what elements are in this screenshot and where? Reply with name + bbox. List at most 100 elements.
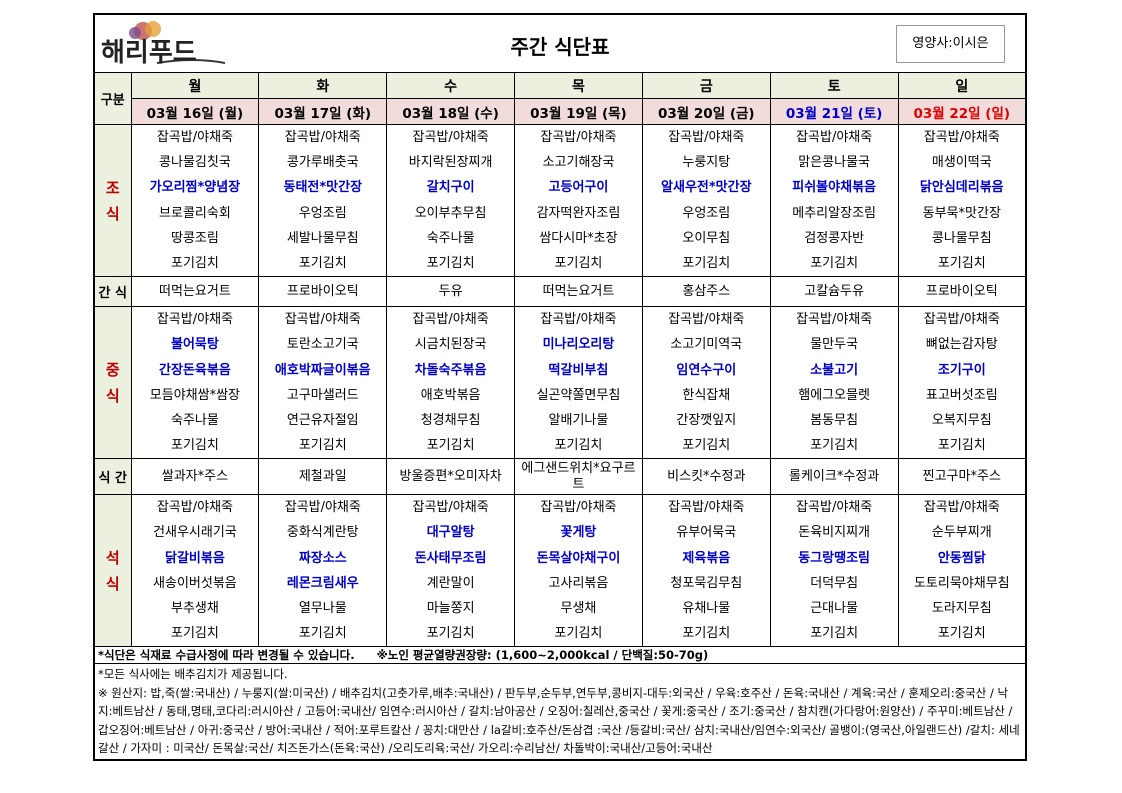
menu-item: 잡곡밥/야채죽 bbox=[412, 130, 489, 145]
menu-cell: 찐고구마*주스 bbox=[897, 458, 1027, 496]
menu-item: 소불고기 bbox=[810, 362, 859, 378]
day-date: 03월 17일 (화) bbox=[258, 98, 388, 125]
menu-item: 포기김치 bbox=[810, 626, 859, 642]
section-label: 간 식 bbox=[93, 276, 132, 308]
note-kimchi: *모든 식사에는 배추김치가 제공됩니다. bbox=[98, 667, 288, 682]
menu-item: 도라지무침 bbox=[931, 601, 992, 616]
menu-item: 건새우시래기국 bbox=[153, 525, 237, 541]
menu-item: 안동찜닭 bbox=[937, 550, 986, 566]
menu-item: 포기김치 bbox=[937, 438, 986, 454]
menu-item: 뼈없는감자탕 bbox=[925, 337, 998, 353]
menu-item: 포기김치 bbox=[426, 626, 475, 642]
menu-item: 잡곡밥/야채죽 bbox=[796, 500, 873, 516]
day-date: 03월 18일 (수) bbox=[386, 98, 516, 125]
menu-item: 불어묵탕 bbox=[171, 337, 219, 353]
notes-row: *식단은 식재료 수급사정에 따라 변경될 수 있습니다. ※노인 평균열량권장량… bbox=[93, 646, 1027, 665]
section-row: 석 식 잡곡밥/야채죽 건새우시래기국 닭갈비볶음 새송이버섯볶음 부추생채 포기김치 잡곡밥… bbox=[93, 494, 1027, 648]
menu-item: 포기김치 bbox=[426, 438, 475, 454]
menu-item: 쌀과자*주스 bbox=[161, 468, 229, 484]
section-row: 간 식 떠먹는요거트 프로바이오틱 두유 떠먹는요거트 홍삼주스 고칼슘두유 프로바이오틱 bbox=[93, 276, 1027, 308]
menu-item: 한식잡채 bbox=[682, 387, 731, 403]
menu-item: 돈목살야채구이 bbox=[536, 550, 621, 566]
menu-item: 숙주나물 bbox=[171, 412, 219, 428]
menu-cell: 잡곡밥/야채죽 소고기해장국 고등어구이 감자떡완자조림 쌈다시마*초장 포기김치 bbox=[514, 123, 643, 278]
day-date: 03월 19일 (목) bbox=[514, 98, 643, 125]
menu-item: 표고버섯조림 bbox=[925, 387, 998, 403]
menu-item: 소고기해장국 bbox=[542, 155, 615, 171]
menu-item: 제육볶음 bbox=[682, 550, 731, 566]
menu-item: 잡곡밥/야채죽 bbox=[156, 312, 233, 328]
menu-item: 동부묵*맛간장 bbox=[922, 205, 1001, 221]
notes-row: *모든 식사에는 배추김치가 제공됩니다. ※ 원산지: 밥,죽(쌀:국내산) /… bbox=[93, 663, 1027, 761]
section-label: 석 식 bbox=[93, 494, 132, 648]
menu-cell: 잡곡밥/야채죽 뼈없는감자탕 조기구이 표고버섯조림 오복지무침 포기김치 bbox=[897, 306, 1027, 460]
section-row: 식 간 쌀과자*주스 제철과일 방울증편*오미자차 에그샌드위치*요구르트 비스킷*수정과… bbox=[93, 458, 1027, 496]
title: 주간 식단표 bbox=[510, 35, 610, 59]
menu-item: 두유 bbox=[438, 283, 463, 299]
notes-cell: *모든 식사에는 배추김치가 제공됩니다. ※ 원산지: 밥,죽(쌀:국내산) /… bbox=[93, 663, 1027, 761]
menu-item: 유채나물 bbox=[682, 601, 731, 616]
menu-item: 잡곡밥/야채죽 bbox=[284, 130, 361, 145]
menu-item: 오복지무침 bbox=[931, 412, 992, 428]
menu-cell: 잡곡밥/야채죽 콩가루배춧국 동태전*맛간장 우엉조림 세발나물무침 포기김치 bbox=[258, 123, 388, 278]
menu-cell: 잡곡밥/야채죽 매생이떡국 닭안심데리볶음 동부묵*맛간장 콩나물무침 포기김치 bbox=[897, 123, 1027, 278]
menu-item: 무생채 bbox=[560, 601, 597, 616]
menu-item: 새송이버섯볶음 bbox=[153, 575, 237, 591]
menu-cell: 방울증편*오미자차 bbox=[386, 458, 516, 496]
menu-item: 프로바이오틱 bbox=[925, 283, 998, 299]
menu-item: 잡곡밥/야채죽 bbox=[668, 130, 745, 145]
menu-item: 고등어구이 bbox=[548, 180, 609, 196]
menu-table: 해리푸드 주간 식단표 영양사:이시은 구분 월 화 수 목 금 토 일 03월 16일 (월)… bbox=[93, 13, 1027, 761]
section-row: 조 식 잡곡밥/야채죽 콩나물김칫국 가오리찜*양념장 브로콜리숙회 땅콩조림 포기김치 잡곡… bbox=[93, 123, 1027, 278]
header: 해리푸드 주간 식단표 영양사:이시은 bbox=[93, 13, 1027, 73]
menu-item: 프로바이오틱 bbox=[286, 283, 359, 299]
menu-item: 계란말이 bbox=[426, 575, 475, 591]
menu-item: 포기김치 bbox=[682, 255, 731, 271]
menu-cell: 떠먹는요거트 bbox=[514, 276, 643, 308]
day-name: 토 bbox=[769, 72, 899, 99]
menu-item: 잡곡밥/야채죽 bbox=[412, 312, 489, 328]
menu-item: 부추생채 bbox=[171, 601, 219, 616]
menu-item: 포기김치 bbox=[426, 255, 475, 271]
menu-cell: 잡곡밥/야채죽 유부어묵국 제육볶음 청포묵김무침 유채나물 포기김치 bbox=[641, 494, 771, 648]
menu-item: 브로콜리숙회 bbox=[159, 205, 231, 221]
menu-cell: 제철과일 bbox=[258, 458, 388, 496]
menu-item: 가오리찜*양념장 bbox=[149, 180, 241, 196]
menu-cell: 잡곡밥/야채죽 콩나물김칫국 가오리찜*양념장 브로콜리숙회 땅콩조림 포기김치 bbox=[130, 123, 260, 278]
menu-cell: 잡곡밥/야채죽 시금치된장국 차돌숙주볶음 애호박볶음 청경채무침 포기김치 bbox=[386, 306, 516, 460]
menu-item: 미나리오리탕 bbox=[542, 337, 615, 353]
day-row: 구분 월 화 수 목 금 토 일 bbox=[93, 72, 1027, 125]
menu-item: 포기김치 bbox=[554, 438, 603, 454]
menu-cell: 에그샌드위치*요구르트 bbox=[514, 458, 643, 496]
menu-item: 간장돈육볶음 bbox=[159, 362, 231, 378]
menu-item: 봄동무침 bbox=[810, 412, 859, 428]
menu-item: 땅콩조림 bbox=[171, 230, 219, 246]
menu-item: 콩나물김칫국 bbox=[159, 155, 231, 171]
menu-item: 애호박짜글이볶음 bbox=[274, 362, 371, 378]
menu-item: 고칼슘두유 bbox=[804, 283, 865, 299]
menu-cell: 잡곡밥/야채죽 순두부찌개 안동찜닭 도토리묵야채무침 도라지무침 포기김치 bbox=[897, 494, 1027, 648]
dietitian: 영양사:이시은 bbox=[896, 25, 1005, 63]
menu-item: 유부어묵국 bbox=[676, 525, 737, 541]
menu-item: 짜장소스 bbox=[298, 550, 347, 566]
menu-item: 닭안심데리볶음 bbox=[919, 180, 1004, 196]
menu-item: 잡곡밥/야채죽 bbox=[284, 500, 361, 516]
menu-item: 떡갈비부침 bbox=[548, 362, 609, 378]
menu-item: 돈육비지찌개 bbox=[798, 525, 871, 541]
menu-item: 검정콩자반 bbox=[804, 230, 865, 246]
menu-item: 잡곡밥/야채죽 bbox=[923, 130, 1000, 145]
menu-item: 차돌숙주볶음 bbox=[414, 362, 487, 378]
menu-item: 대구알탕 bbox=[426, 525, 475, 541]
menu-item: 비스킷*수정과 bbox=[667, 468, 746, 484]
menu-item: 햄에그오믈렛 bbox=[798, 387, 871, 403]
menu-cell: 잡곡밥/야채죽 건새우시래기국 닭갈비볶음 새송이버섯볶음 부추생채 포기김치 bbox=[130, 494, 260, 648]
menu-item: 마늘쫑지 bbox=[426, 601, 475, 616]
menu-item: 레몬크림새우 bbox=[286, 575, 359, 591]
menu-cell: 잡곡밥/야채죽 바지락된장찌개 갈치구이 오이부추무침 숙주나물 포기김치 bbox=[386, 123, 516, 278]
day-name: 화 bbox=[258, 72, 388, 99]
menu-item: 잡곡밥/야채죽 bbox=[668, 500, 745, 516]
day-name: 목 bbox=[514, 72, 643, 99]
menu-item: 소고기미역국 bbox=[670, 337, 743, 353]
menu-item: 알새우전*맛간장 bbox=[661, 180, 752, 196]
